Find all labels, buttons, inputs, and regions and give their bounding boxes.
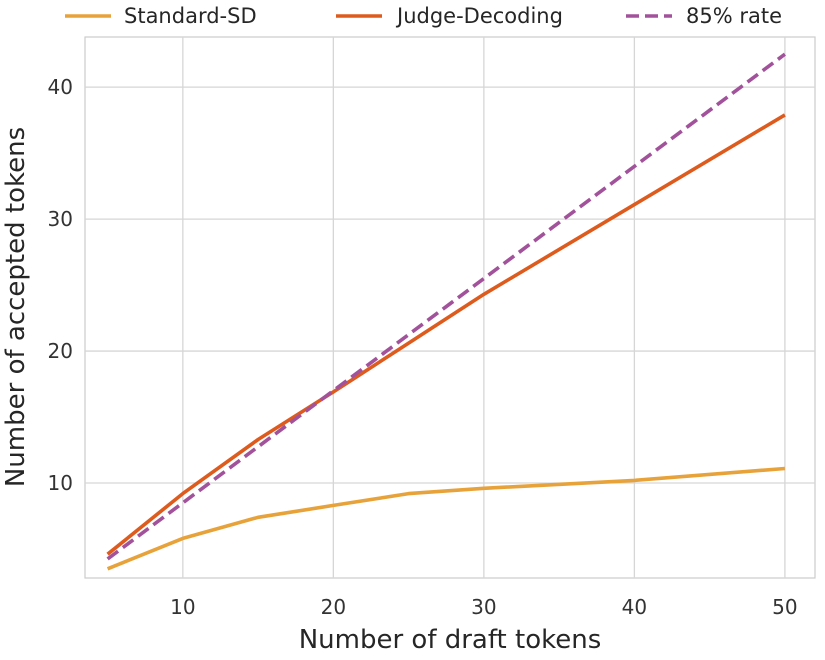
y-axis-title: Number of accepted tokens xyxy=(1,127,31,487)
y-tick-label: 10 xyxy=(48,471,73,495)
tick-labels: 10 20 30 40 50 10 20 30 40 xyxy=(48,75,798,619)
series-line-judge-decoding xyxy=(106,113,786,556)
legend-label-standard-sd: Standard-SD xyxy=(124,4,257,28)
x-tick-label: 10 xyxy=(170,595,195,619)
series-layer xyxy=(106,52,786,571)
x-axis-title: Number of draft tokens xyxy=(299,625,602,655)
legend-label-judge-decoding: Judge-Decoding xyxy=(395,4,563,28)
series-line-standard-sd xyxy=(106,466,786,571)
y-tick-label: 40 xyxy=(48,75,73,99)
x-tick-label: 30 xyxy=(471,595,496,619)
plot-area xyxy=(84,36,816,579)
x-tick-label: 20 xyxy=(321,595,346,619)
series-line-85-rate xyxy=(106,52,786,561)
legend: Standard-SD Judge-Decoding 85% rate xyxy=(65,4,782,28)
y-tick-label: 20 xyxy=(48,339,73,363)
legend-label-85-rate: 85% rate xyxy=(686,4,782,28)
y-tick-label: 30 xyxy=(48,207,73,231)
x-tick-label: 40 xyxy=(622,595,647,619)
x-tick-label: 50 xyxy=(772,595,797,619)
